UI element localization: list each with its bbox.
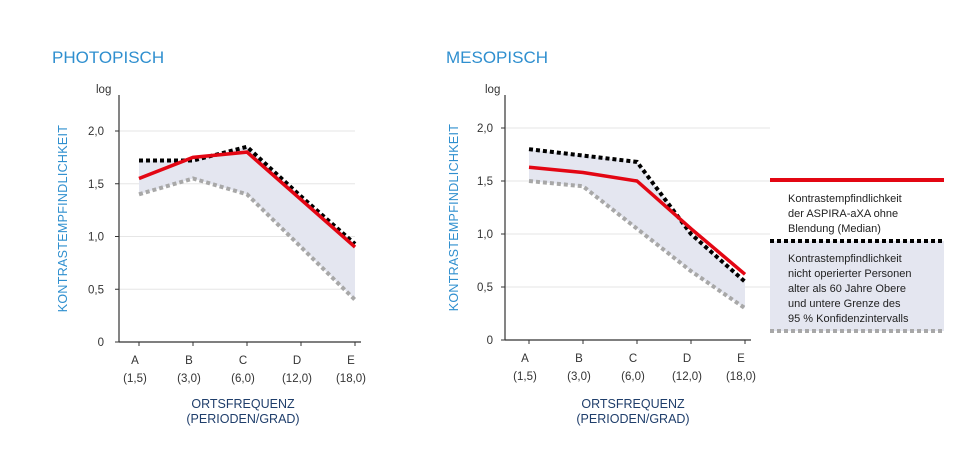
chart-title: MESOPISCH bbox=[446, 48, 548, 67]
y-unit-label: log bbox=[485, 84, 500, 96]
x-tick-label: D bbox=[293, 355, 301, 367]
x-tick-label: A bbox=[131, 355, 139, 367]
x-tick-label: E bbox=[347, 355, 355, 367]
x-tick-sublabel: (3,0) bbox=[177, 373, 201, 385]
y-tick-label: 0,5 bbox=[88, 284, 104, 296]
x-tick-sublabel: (1,5) bbox=[123, 373, 147, 385]
x-tick-label: C bbox=[629, 353, 637, 365]
chart-panel-0: 0 0,5 1,0 1,5 2,0 log A (1,5) B (3,0) C (6,0) D (12,0… bbox=[52, 48, 366, 426]
chart-panel-1: 0 0,5 1,0 1,5 2,0 log A (1,5) B (3,0) C (6,0) D (12,0… bbox=[446, 48, 770, 426]
x-tick-sublabel: (6,0) bbox=[621, 371, 645, 383]
legend-band-swatch bbox=[770, 241, 944, 331]
x-tick-label: B bbox=[185, 355, 193, 367]
y-tick-label: 0,5 bbox=[477, 282, 493, 294]
y-tick-label: 2,0 bbox=[88, 126, 104, 138]
x-tick-sublabel: (6,0) bbox=[231, 373, 255, 385]
x-tick-label: B bbox=[575, 353, 583, 365]
x-tick-label: D bbox=[683, 353, 691, 365]
series-line-upper bbox=[528, 147, 747, 284]
y-tick-label: 1,0 bbox=[477, 229, 493, 241]
series-line-lower bbox=[528, 179, 747, 310]
x-tick-label: C bbox=[239, 355, 247, 367]
y-tick-label: 2,0 bbox=[477, 123, 493, 135]
y-tick-label: 1,0 bbox=[88, 232, 104, 244]
series-line-median bbox=[528, 165, 747, 276]
x-tick-sublabel: (12,0) bbox=[672, 371, 702, 383]
legend-band-text-4: und untere Grenze des bbox=[788, 298, 901, 310]
x-tick-label: A bbox=[521, 353, 529, 365]
legend: Kontrastempfindlichkeit der ASPIRA-aXA o… bbox=[770, 178, 944, 333]
chart-title: PHOTOPISCH bbox=[52, 48, 164, 67]
x-tick-sublabel: (18,0) bbox=[336, 373, 366, 385]
y-tick-label: 1,5 bbox=[88, 179, 104, 191]
y-tick-label: 0 bbox=[487, 335, 493, 347]
legend-band-text-1: Kontrastempfindlichkeit bbox=[788, 253, 902, 265]
y-axis-label: KONTRASTEMPFINDLICHKEIT bbox=[447, 124, 461, 312]
series-line-upper bbox=[139, 144, 357, 246]
x-tick-sublabel: (3,0) bbox=[567, 371, 591, 383]
x-axis-label: ORTSFREQUENZ bbox=[581, 397, 685, 411]
x-tick-sublabel: (1,5) bbox=[513, 371, 537, 383]
x-tick-sublabel: (12,0) bbox=[282, 373, 312, 385]
legend-band-text-2: nicht operierter Personen bbox=[788, 268, 912, 280]
x-axis-label: ORTSFREQUENZ bbox=[191, 397, 295, 411]
x-tick-label: E bbox=[737, 353, 745, 365]
series-line-lower bbox=[138, 176, 357, 302]
confidence-band bbox=[529, 149, 745, 309]
confidence-band bbox=[139, 146, 355, 300]
legend-median-text-1: Kontrastempfindlichkeit bbox=[788, 193, 902, 205]
y-tick-label: 0 bbox=[98, 337, 104, 349]
x-axis-label: (PERIODEN/GRAD) bbox=[186, 412, 299, 426]
series-line-median bbox=[138, 150, 357, 249]
x-tick-sublabel: (18,0) bbox=[726, 371, 756, 383]
legend-median-text-2: der ASPIRA-aXA ohne bbox=[788, 208, 898, 220]
x-axis-label: (PERIODEN/GRAD) bbox=[576, 412, 689, 426]
legend-band-text-3: alter als 60 Jahre Obere bbox=[788, 283, 906, 295]
y-unit-label: log bbox=[96, 84, 111, 96]
legend-median-text-3: Blendung (Median) bbox=[788, 223, 881, 235]
legend-band-text-5: 95 % Konfidenzintervalls bbox=[788, 313, 909, 325]
y-tick-label: 1,5 bbox=[477, 176, 493, 188]
y-axis-label: KONTRASTEMPFINDLICHKEIT bbox=[56, 125, 70, 313]
